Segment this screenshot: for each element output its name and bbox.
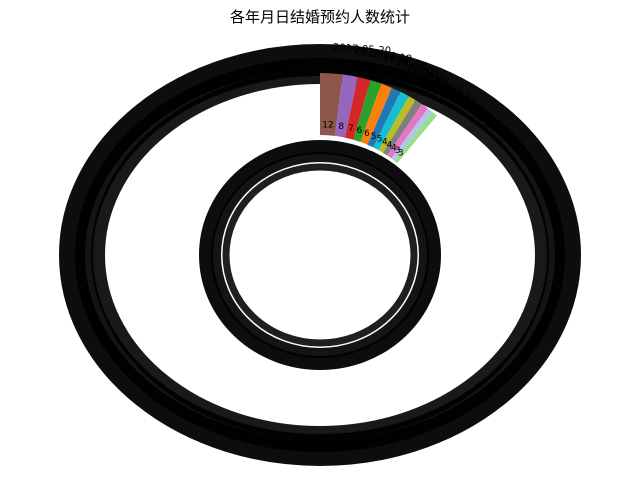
clutter-ring-1 bbox=[75, 58, 565, 452]
pie-slice bbox=[394, 111, 437, 164]
slice-value-label: 5 bbox=[371, 132, 377, 142]
pie-slice bbox=[334, 74, 358, 138]
slice-value-label: 8 bbox=[338, 122, 344, 132]
slice-label: 2017-05-20 bbox=[333, 42, 392, 57]
pie-slice bbox=[378, 96, 416, 153]
clutter-ring-0 bbox=[59, 44, 581, 466]
slice-value-label: 3 bbox=[398, 149, 404, 159]
chart-title: 各年月日结婚预约人数统计 bbox=[230, 8, 410, 26]
pie-slice bbox=[367, 87, 401, 148]
slice-value-label: 4 bbox=[391, 143, 397, 153]
pie-wedges bbox=[320, 73, 437, 164]
pie-slice bbox=[320, 73, 343, 136]
pie-slice bbox=[344, 76, 371, 140]
pie-slice bbox=[373, 91, 409, 151]
slice-value-label: 4 bbox=[387, 140, 393, 150]
pie-slice bbox=[391, 108, 433, 161]
slice-value-label: 6 bbox=[364, 129, 370, 139]
pie-slice bbox=[387, 104, 429, 159]
slice-value-label: 5 bbox=[377, 135, 383, 145]
label-clutter bbox=[59, 44, 581, 466]
slice-value-label: 12 bbox=[322, 120, 333, 130]
pie-slice bbox=[353, 80, 382, 143]
slice-value-label: 3 bbox=[395, 146, 401, 156]
pie-slice bbox=[382, 100, 422, 156]
slice-value-label: 4 bbox=[382, 138, 388, 148]
clutter-ring-4 bbox=[211, 152, 429, 358]
slice-value-label: 6 bbox=[356, 126, 362, 136]
pie-slice bbox=[360, 83, 392, 145]
clutter-ring-3 bbox=[199, 140, 441, 370]
clutter-ring-5 bbox=[222, 163, 418, 347]
slice-value-label: 7 bbox=[348, 124, 354, 134]
